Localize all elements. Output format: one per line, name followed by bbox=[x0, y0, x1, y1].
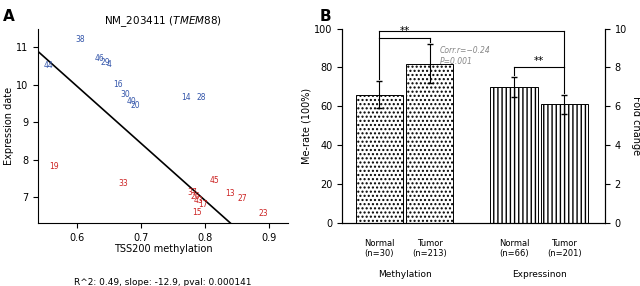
Text: Expressinon: Expressinon bbox=[512, 270, 566, 279]
Text: 27: 27 bbox=[237, 194, 247, 203]
Text: 38: 38 bbox=[75, 35, 85, 44]
Bar bbox=[541, 104, 588, 223]
Text: Normal
(n=66): Normal (n=66) bbox=[499, 239, 529, 258]
Text: 17: 17 bbox=[198, 200, 208, 209]
Text: 40: 40 bbox=[126, 97, 136, 106]
Y-axis label: Expression date: Expression date bbox=[4, 87, 13, 165]
Text: 46: 46 bbox=[94, 54, 104, 63]
Bar bbox=[356, 95, 403, 223]
Bar bbox=[406, 63, 453, 223]
X-axis label: TSS200 methylation: TSS200 methylation bbox=[114, 244, 212, 254]
Text: 4: 4 bbox=[106, 59, 111, 69]
Text: 45: 45 bbox=[209, 176, 220, 184]
Title: NM_203411 ($\it{TMEM88}$): NM_203411 ($\it{TMEM88}$) bbox=[104, 14, 222, 29]
Text: 19: 19 bbox=[49, 162, 60, 172]
Text: 30: 30 bbox=[120, 90, 130, 99]
Text: 13: 13 bbox=[225, 189, 236, 198]
Text: Normal
(n=30): Normal (n=30) bbox=[364, 239, 395, 258]
Text: 16: 16 bbox=[113, 80, 124, 89]
Text: **: ** bbox=[399, 26, 410, 36]
Text: R^2: 0.49, slope: -12.9, pval: 0.000141: R^2: 0.49, slope: -12.9, pval: 0.000141 bbox=[74, 277, 252, 286]
Text: Tumor
(n=213): Tumor (n=213) bbox=[413, 239, 447, 258]
Text: 28: 28 bbox=[197, 93, 206, 102]
Text: B: B bbox=[320, 9, 332, 23]
Text: A: A bbox=[3, 9, 15, 23]
Text: **: ** bbox=[534, 55, 545, 65]
Text: 15: 15 bbox=[192, 208, 202, 217]
Text: Tumor
(n=201): Tumor (n=201) bbox=[547, 239, 582, 258]
Y-axis label: Me-rate (100%): Me-rate (100%) bbox=[301, 88, 312, 164]
Text: 44: 44 bbox=[43, 61, 53, 71]
Text: 43: 43 bbox=[193, 196, 204, 205]
Text: 23: 23 bbox=[259, 209, 269, 218]
Text: Corr.r=−0.24
P=0.001: Corr.r=−0.24 P=0.001 bbox=[440, 46, 491, 65]
Text: Methylation: Methylation bbox=[378, 270, 431, 279]
Text: 26: 26 bbox=[190, 192, 200, 201]
Y-axis label: Fold change: Fold change bbox=[631, 96, 640, 155]
Text: 20: 20 bbox=[131, 101, 141, 110]
Text: 37: 37 bbox=[187, 188, 197, 197]
Bar bbox=[490, 87, 538, 223]
Text: 14: 14 bbox=[180, 93, 191, 102]
Text: 29: 29 bbox=[100, 58, 111, 67]
Text: 33: 33 bbox=[118, 179, 128, 188]
